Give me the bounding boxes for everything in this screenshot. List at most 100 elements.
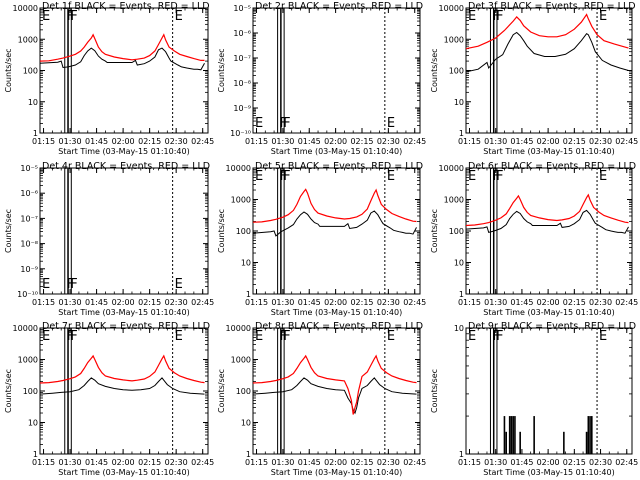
- y-tick-label: 1: [246, 450, 251, 459]
- x-axis-label: Start Time (03-May-15 01:10:40): [58, 147, 189, 156]
- x-tick-label: 02:15: [350, 137, 373, 146]
- x-tick-label: 02:00: [112, 137, 135, 146]
- plot-title: Det 8r BLACK = Events, RED = LLD: [255, 321, 423, 332]
- x-tick-label: 01:45: [85, 298, 108, 307]
- x-axis-label: Start Time (03-May-15 01:10:40): [483, 468, 614, 477]
- y-axis-label: Counts/sec: [217, 369, 226, 413]
- x-tick-label: 01:45: [298, 298, 321, 307]
- x-tick-label: 02:45: [615, 458, 638, 467]
- x-tick-label: 01:15: [32, 137, 55, 146]
- x-tick-label: 01:30: [271, 458, 294, 467]
- x-tick-label: 02:15: [138, 298, 161, 307]
- x-axis-label: Start Time (03-May-15 01:10:40): [58, 308, 189, 317]
- flag-label: F: [496, 9, 503, 24]
- y-tick-label: 10: [241, 419, 251, 428]
- y-tick-label: 1000: [444, 196, 464, 205]
- x-tick-label: 02:15: [138, 458, 161, 467]
- y-tick-label: 10: [28, 419, 38, 428]
- y-tick-label: 100: [449, 67, 464, 76]
- x-tick-label: 02:30: [377, 458, 400, 467]
- x-tick-label: 01:30: [484, 298, 507, 307]
- x-tick-label: 02:00: [324, 298, 347, 307]
- x-tick-label: 01:15: [245, 458, 268, 467]
- lld-series-line: [39, 354, 205, 384]
- y-tick-label: 10000: [13, 4, 38, 13]
- y-tick-label: 10000: [226, 164, 251, 173]
- y-tick-label: 1000: [18, 35, 38, 44]
- flag-label: F: [283, 329, 290, 344]
- x-tick-label: 01:45: [510, 137, 533, 146]
- x-tick-label: 02:00: [112, 298, 135, 307]
- y-tick-label: 1000: [231, 356, 251, 365]
- x-tick-label: 01:30: [59, 137, 82, 146]
- x-tick-label: 02:45: [191, 458, 214, 467]
- flag-label: F: [70, 277, 77, 292]
- y-tick-label: 100: [23, 67, 38, 76]
- events-series-line: [465, 209, 629, 234]
- flag-label: F: [67, 9, 74, 24]
- x-tick-label: 01:15: [245, 137, 268, 146]
- y-axis-label: Counts/sec: [217, 209, 226, 253]
- flag-label: F: [70, 9, 77, 24]
- events-series-line: [465, 31, 629, 73]
- x-tick-label: 01:45: [298, 458, 321, 467]
- y-tick-label: 10⁻⁵: [20, 164, 38, 173]
- x-tick-label: 02:45: [403, 458, 426, 467]
- flag-label: F: [70, 329, 77, 344]
- panel: Det 1f BLACK = Events, RED = LLD Counts/s…: [4, 1, 214, 156]
- x-tick-label: 01:30: [484, 458, 507, 467]
- flag-label: E: [468, 329, 476, 344]
- y-tick-label: 1: [459, 450, 464, 459]
- flag-label: E: [175, 329, 183, 344]
- x-tick-label: 02:45: [403, 137, 426, 146]
- flag-label: F: [67, 277, 74, 292]
- x-tick-label: 02:45: [403, 298, 426, 307]
- panel: Det 9r BLACK = Events, RED = LLD Counts/s…: [430, 321, 638, 477]
- flag-label: F: [67, 329, 74, 344]
- y-tick-label: 1000: [231, 196, 251, 205]
- x-tick-label: 02:15: [350, 458, 373, 467]
- events-series-line: [252, 210, 417, 237]
- lld-series-line: [252, 188, 417, 223]
- x-axis-label: Start Time (03-May-15 01:10:40): [483, 308, 614, 317]
- flag-label: F: [280, 169, 287, 184]
- y-tick-label: 10⁻⁷: [20, 214, 38, 223]
- flag-label: F: [492, 169, 499, 184]
- y-axis-label: Counts/sec: [430, 209, 439, 253]
- x-tick-label: 01:15: [458, 298, 481, 307]
- flag-label: E: [255, 329, 263, 344]
- plot-title: Det 7r BLACK = Events, RED = LLD: [42, 321, 210, 332]
- x-tick-label: 01:30: [271, 137, 294, 146]
- y-tick-label: 1: [459, 129, 464, 138]
- plot-title: Det 1f BLACK = Events, RED = LLD: [42, 1, 210, 12]
- y-tick-label: 10⁻⁹: [233, 104, 251, 113]
- y-tick-label: 10: [28, 98, 38, 107]
- y-tick-label: 10⁻¹⁰: [230, 129, 251, 138]
- y-tick-label: 1000: [18, 356, 38, 365]
- plot-title: Det 9r BLACK = Events, RED = LLD: [468, 321, 636, 332]
- flag-label: E: [387, 169, 395, 184]
- lld-series-line: [39, 33, 205, 62]
- y-tick-label: 1000: [444, 35, 464, 44]
- x-tick-label: 01:30: [271, 298, 294, 307]
- x-tick-label: 02:00: [324, 458, 347, 467]
- x-tick-label: 02:00: [537, 298, 560, 307]
- x-tick-label: 02:45: [615, 137, 638, 146]
- x-tick-label: 02:15: [563, 137, 586, 146]
- y-tick-label: 1: [33, 450, 38, 459]
- x-axis-label: Start Time (03-May-15 01:10:40): [271, 308, 402, 317]
- x-tick-label: 02:15: [350, 298, 373, 307]
- plot-title: Det 2r BLACK = Events, RED = LLD: [255, 1, 423, 12]
- panel: Det 5r BLACK = Events, RED = LLD Counts/s…: [217, 161, 426, 317]
- y-tick-label: 100: [23, 387, 38, 396]
- y-axis-label: Counts/sec: [217, 48, 226, 92]
- lld-series-line: [465, 193, 629, 227]
- x-tick-label: 02:30: [377, 298, 400, 307]
- flag-label: E: [255, 116, 263, 131]
- flag-label: E: [175, 9, 183, 24]
- x-tick-label: 02:00: [537, 458, 560, 467]
- flag-label: E: [387, 116, 395, 131]
- x-tick-label: 01:15: [245, 298, 268, 307]
- lld-series-line: [252, 354, 417, 415]
- y-tick-label: 10000: [226, 324, 251, 333]
